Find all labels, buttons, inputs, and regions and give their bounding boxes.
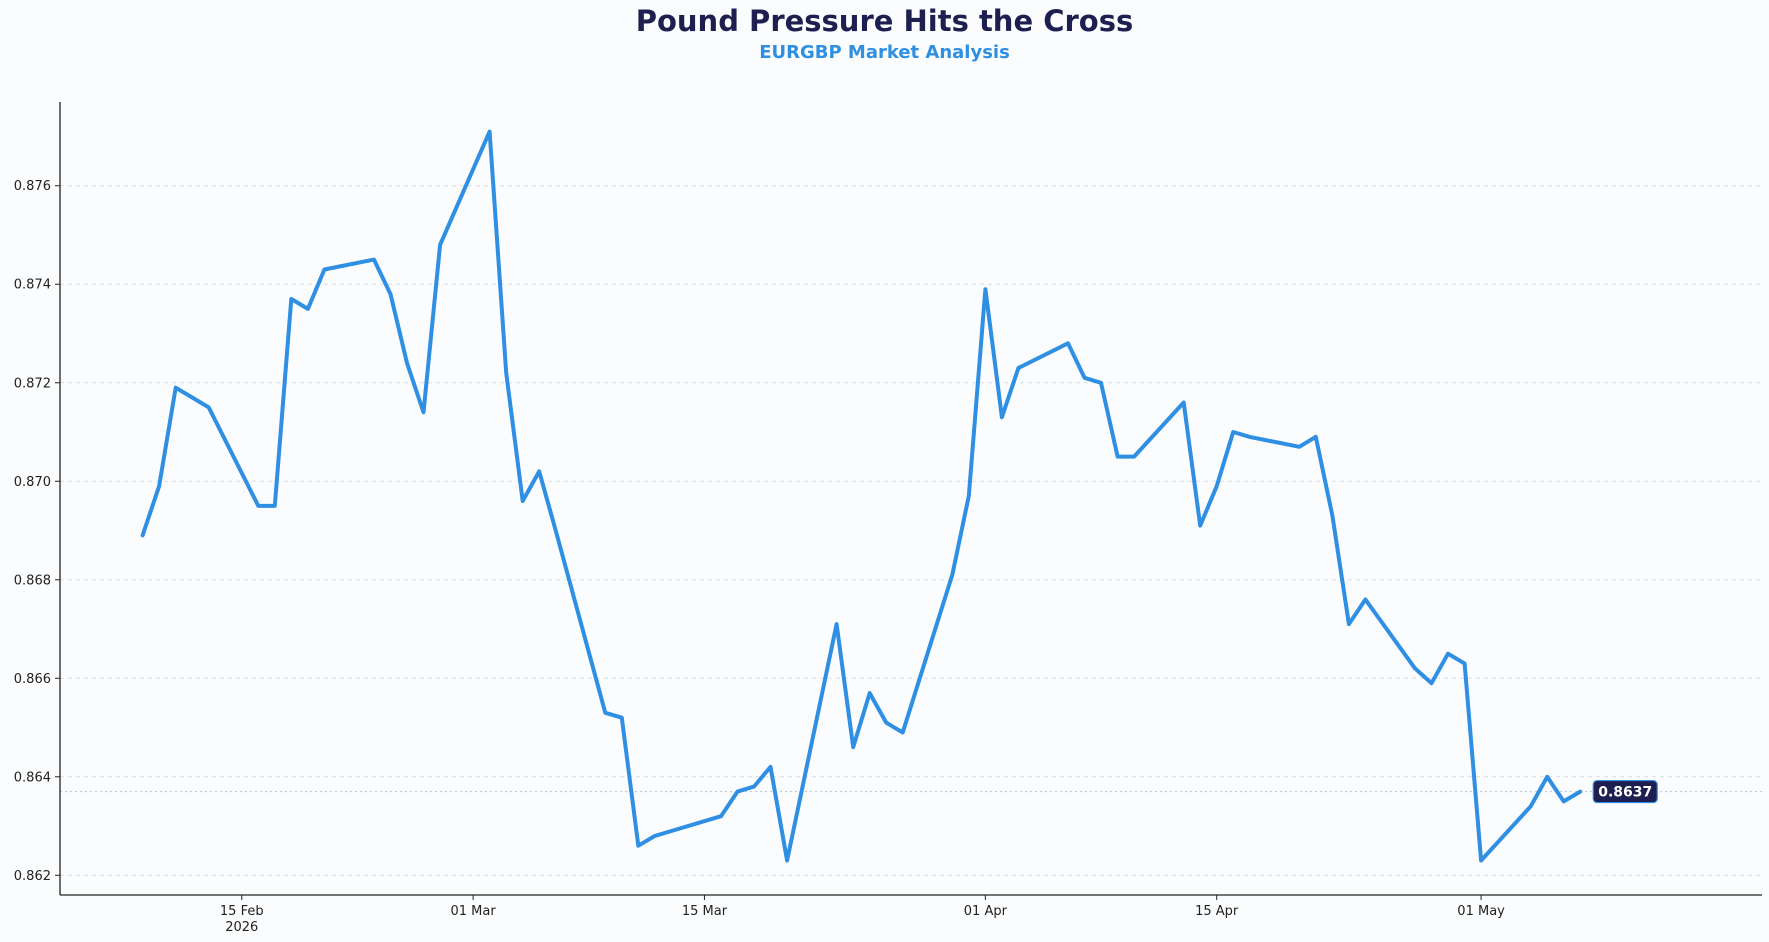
series-layer bbox=[140, 129, 1583, 863]
last-value-label: 0.8637 bbox=[1598, 785, 1652, 801]
x-tick-label: 01 Mar bbox=[451, 904, 497, 919]
y-tick-label: 0.872 bbox=[14, 376, 51, 391]
last-value-badge: 0.8637 bbox=[1592, 779, 1658, 804]
x-tick-label: 01 May bbox=[1457, 904, 1505, 919]
series-line bbox=[140, 129, 1583, 863]
x-tick-sublabel: 2026 bbox=[225, 920, 258, 935]
chart-title: Pound Pressure Hits the Cross bbox=[635, 4, 1134, 38]
axes-layer: 0.862 0.864 0.866 0.868 0.870 0.872 0.874 0.876… bbox=[14, 102, 1762, 935]
y-tick-label: 0.874 bbox=[14, 278, 51, 293]
x-tick-label: 01 Apr bbox=[964, 904, 1008, 919]
last-value-badge-box bbox=[1592, 779, 1658, 804]
x-tick-label: 15 Apr bbox=[1195, 904, 1239, 919]
y-tick-label: 0.868 bbox=[14, 573, 51, 588]
x-tick-label: 15 Feb bbox=[220, 904, 264, 919]
y-tick-label: 0.876 bbox=[14, 179, 51, 194]
y-tick-label: 0.870 bbox=[14, 475, 51, 490]
annotation-layer: 0.8637 bbox=[1592, 779, 1658, 804]
y-tick-label: 0.864 bbox=[14, 770, 51, 785]
y-tick-label: 0.862 bbox=[14, 869, 51, 884]
y-tick-label: 0.866 bbox=[14, 672, 51, 687]
grid-layer bbox=[60, 185, 1762, 876]
x-tick-label: 15 Mar bbox=[682, 904, 728, 919]
chart-subtitle: EURGBP Market Analysis bbox=[759, 42, 1010, 63]
